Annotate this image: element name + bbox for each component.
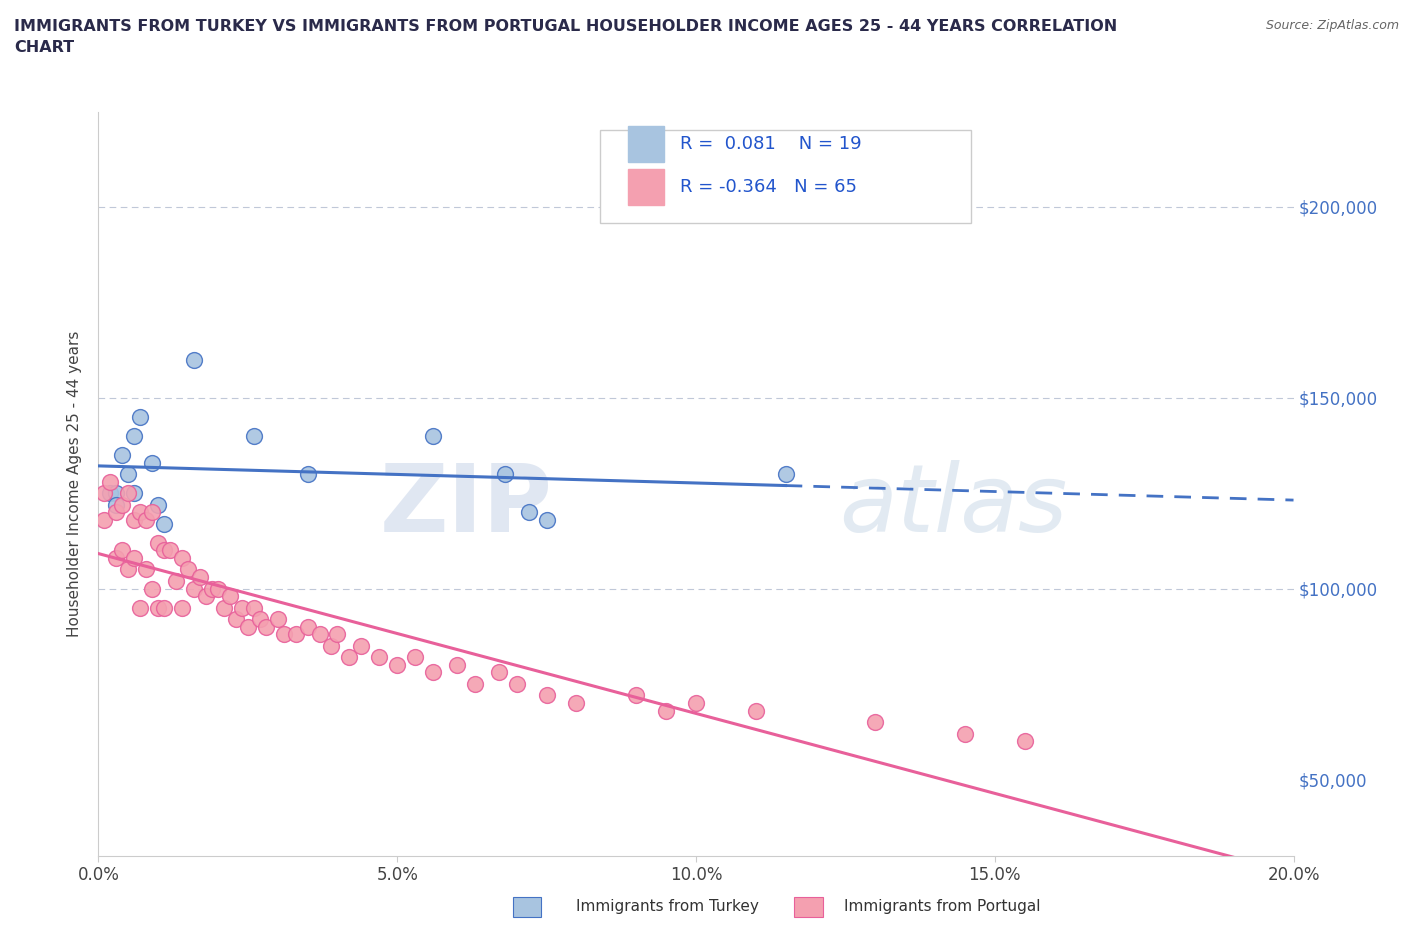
- Point: [183, 352, 205, 367]
- Point: [129, 505, 152, 520]
- Point: [404, 650, 426, 665]
- Point: [105, 551, 128, 565]
- Text: R = -0.364   N = 65: R = -0.364 N = 65: [681, 178, 858, 195]
- Point: [111, 498, 134, 512]
- Point: [135, 562, 157, 577]
- Point: [111, 447, 134, 462]
- Point: [124, 429, 146, 444]
- Point: [129, 409, 152, 424]
- Point: [207, 581, 229, 596]
- Point: [148, 600, 170, 615]
- Point: [488, 665, 510, 680]
- Point: [148, 498, 170, 512]
- Point: [368, 650, 391, 665]
- Point: [153, 516, 176, 531]
- Point: [93, 485, 115, 500]
- Point: [212, 600, 235, 615]
- Point: [775, 467, 797, 482]
- Point: [494, 467, 516, 482]
- Point: [111, 543, 134, 558]
- Point: [159, 543, 181, 558]
- Bar: [628, 126, 664, 162]
- Point: [308, 627, 330, 642]
- Point: [865, 714, 887, 729]
- Point: [321, 638, 343, 653]
- Point: [148, 536, 170, 551]
- Point: [201, 581, 224, 596]
- Point: [464, 676, 486, 691]
- Bar: [628, 169, 664, 205]
- Text: Source: ZipAtlas.com: Source: ZipAtlas.com: [1265, 19, 1399, 32]
- Point: [249, 612, 271, 627]
- Point: [93, 512, 115, 527]
- Point: [284, 627, 307, 642]
- Point: [141, 581, 163, 596]
- Point: [745, 703, 768, 718]
- Point: [1014, 734, 1036, 749]
- Y-axis label: Householder Income Ages 25 - 44 years: Householder Income Ages 25 - 44 years: [67, 330, 83, 637]
- Point: [98, 485, 122, 500]
- Point: [141, 505, 163, 520]
- Point: [177, 562, 200, 577]
- Text: ZIP: ZIP: [380, 460, 553, 551]
- Text: R =  0.081    N = 19: R = 0.081 N = 19: [681, 136, 862, 153]
- Point: [124, 485, 146, 500]
- Point: [188, 570, 211, 585]
- Point: [236, 619, 259, 634]
- Point: [506, 676, 529, 691]
- Point: [446, 658, 468, 672]
- Point: [105, 498, 128, 512]
- Point: [297, 619, 319, 634]
- Point: [153, 543, 176, 558]
- Point: [339, 650, 361, 665]
- Point: [105, 505, 128, 520]
- Point: [117, 562, 139, 577]
- Point: [172, 551, 194, 565]
- Point: [350, 638, 373, 653]
- Point: [536, 688, 558, 703]
- Point: [153, 600, 176, 615]
- Point: [225, 612, 247, 627]
- Point: [422, 665, 444, 680]
- Point: [231, 600, 253, 615]
- Point: [195, 589, 218, 604]
- FancyBboxPatch shape: [600, 130, 972, 223]
- Point: [243, 600, 266, 615]
- Point: [565, 696, 588, 711]
- Text: IMMIGRANTS FROM TURKEY VS IMMIGRANTS FROM PORTUGAL HOUSEHOLDER INCOME AGES 25 - : IMMIGRANTS FROM TURKEY VS IMMIGRANTS FRO…: [14, 19, 1118, 55]
- Point: [172, 600, 194, 615]
- Point: [141, 455, 163, 470]
- Point: [297, 467, 319, 482]
- Point: [243, 429, 266, 444]
- Point: [165, 574, 187, 589]
- Text: atlas: atlas: [839, 460, 1067, 551]
- Point: [135, 512, 157, 527]
- Point: [254, 619, 277, 634]
- Point: [273, 627, 295, 642]
- Point: [117, 467, 139, 482]
- Point: [655, 703, 678, 718]
- Point: [422, 429, 444, 444]
- Point: [124, 551, 146, 565]
- Point: [326, 627, 349, 642]
- Point: [117, 485, 139, 500]
- Point: [98, 474, 122, 489]
- Point: [219, 589, 242, 604]
- Point: [685, 696, 707, 711]
- Point: [129, 600, 152, 615]
- Point: [267, 612, 290, 627]
- Point: [536, 512, 558, 527]
- Point: [953, 726, 976, 741]
- Point: [626, 688, 648, 703]
- Point: [124, 512, 146, 527]
- Text: Immigrants from Portugal: Immigrants from Portugal: [844, 899, 1040, 914]
- Point: [385, 658, 409, 672]
- Point: [183, 581, 205, 596]
- Text: Immigrants from Turkey: Immigrants from Turkey: [576, 899, 759, 914]
- Point: [517, 505, 540, 520]
- Point: [105, 485, 128, 500]
